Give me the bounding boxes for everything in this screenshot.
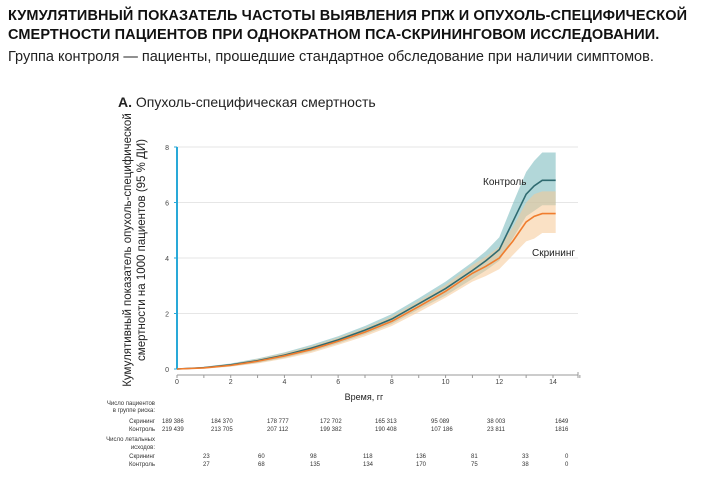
deaths-value: 81 (471, 454, 478, 460)
deaths-value: 118 (363, 454, 373, 460)
deaths-row-label: Контроль (129, 462, 155, 468)
x-tick-label: 6 (336, 379, 340, 386)
deaths-value: 136 (416, 454, 427, 460)
y-tick-label: 6 (165, 201, 169, 208)
deaths-row-label: Скрининг (129, 454, 156, 460)
deaths-value: 135 (310, 462, 321, 468)
x-axis-label: Время, гг (345, 392, 384, 402)
y-tick-label: 4 (165, 256, 169, 263)
deaths-value: 27 (203, 462, 210, 468)
deaths-value: 68 (258, 462, 265, 468)
risk-value: 184 370 (211, 419, 233, 425)
deaths-value: 75 (471, 462, 478, 468)
figure-subtitle: Группа контроля — пациенты, прошедшие ст… (8, 49, 654, 65)
deaths-header: исходов: (131, 445, 156, 451)
risk-table-header: Число пациентов (107, 401, 155, 407)
risk-value: 1649 (555, 419, 569, 425)
risk-value: 189 386 (162, 419, 184, 425)
deaths-value: 170 (416, 462, 427, 468)
risk-value: 165 313 (375, 419, 397, 425)
x-tick-label: 2 (229, 379, 233, 386)
deaths-value: 134 (363, 462, 374, 468)
risk-value: 219 439 (162, 427, 184, 433)
y-tick-label: 2 (165, 312, 169, 319)
risk-value: 107 186 (431, 427, 453, 433)
figure-title: КУМУЛЯТИВНЫЙ ПОКАЗАТЕЛЬ ЧАСТОТЫ ВЫЯВЛЕНИ… (8, 8, 688, 43)
risk-value: 207 112 (267, 427, 289, 433)
panel-title-text: Опухоль-специфическая смертность (135, 94, 376, 110)
risk-value: 1816 (555, 427, 569, 433)
deaths-value: 60 (258, 454, 265, 460)
y-axis-label: Кумулятивный показатель опухоль-специфич… (122, 113, 148, 387)
panel-letter: A. (118, 94, 132, 110)
risk-row-label: Скрининг (129, 419, 156, 425)
x-tick-label: 4 (282, 379, 286, 386)
deaths-value: 23 (203, 454, 210, 460)
series-line-control (176, 179, 556, 370)
risk-value: 23 811 (487, 427, 506, 433)
panel-title: A. Опухоль-специфическая смертность (118, 94, 376, 110)
x-tick-label: 8 (390, 379, 394, 386)
y-tick-label: 8 (165, 145, 169, 152)
risk-value: 172 702 (320, 419, 342, 425)
risk-value: 213 705 (211, 427, 233, 433)
risk-value: 199 382 (320, 427, 342, 433)
x-tick-label: 12 (495, 379, 503, 386)
risk-value: 38 003 (487, 419, 506, 425)
deaths-value: 38 (522, 462, 529, 468)
ci-band-screening (177, 191, 556, 369)
deaths-value: 98 (310, 454, 317, 460)
y-tick-label: 0 (165, 367, 169, 374)
series-label-control: Контроль (483, 177, 526, 188)
deaths-value: 0 (565, 462, 569, 468)
risk-table-header: в группе риска: (113, 408, 156, 414)
deaths-header: Число летальных (106, 437, 155, 443)
deaths-value: 0 (565, 454, 569, 460)
risk-value: 190 408 (375, 427, 397, 433)
x-tick-label: 0 (175, 379, 179, 386)
x-tick-label: 14 (549, 379, 557, 386)
x-tick-label: 10 (442, 379, 450, 386)
risk-value: 95 089 (431, 419, 450, 425)
series-label-screening: Скрининг (532, 248, 575, 259)
risk-value: 178 777 (267, 419, 289, 425)
deaths-value: 33 (522, 454, 529, 460)
risk-row-label: Контроль (129, 427, 155, 433)
series-line-screening (176, 212, 556, 370)
